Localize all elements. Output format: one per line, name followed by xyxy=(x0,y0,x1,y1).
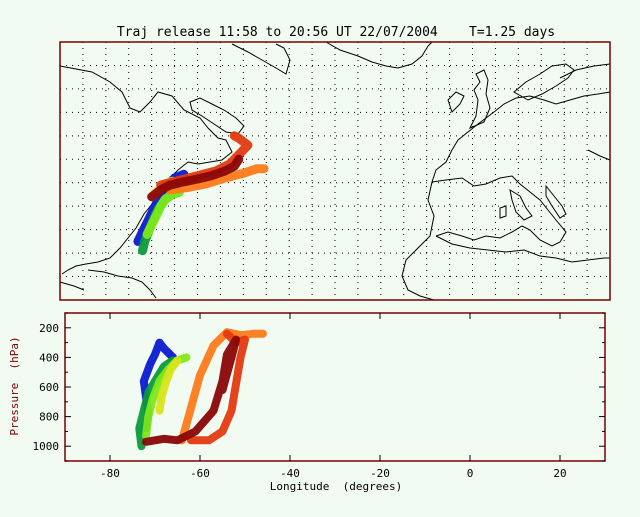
coastline xyxy=(325,41,433,69)
y-axis-label: Pressure (hPa) xyxy=(8,336,21,435)
pressure-axis: 200 400 600 800 1000 xyxy=(33,312,605,462)
map-trajectory xyxy=(147,154,244,202)
coastline xyxy=(587,149,611,161)
coastline xyxy=(431,91,611,183)
coastline xyxy=(401,181,435,301)
y-tick-label: 600 xyxy=(39,381,59,394)
map-frame xyxy=(59,41,611,301)
coastline xyxy=(545,184,567,219)
x-tick-label: 0 xyxy=(467,467,474,480)
cross-section-trajectory xyxy=(142,335,240,446)
map-grid xyxy=(60,42,610,300)
coastline xyxy=(559,63,611,79)
coastline xyxy=(435,235,610,263)
coastlines xyxy=(59,41,611,301)
y-tick-label: 400 xyxy=(39,351,59,364)
map-trajectories xyxy=(133,131,269,256)
map-trajectory xyxy=(165,164,269,195)
x-tick-label: -80 xyxy=(100,467,120,480)
x-axis-label: Longitude (degrees) xyxy=(270,480,402,493)
x-tick-label: 20 xyxy=(553,467,566,480)
coastline xyxy=(87,269,157,299)
y-tick-label: 800 xyxy=(39,411,59,424)
chart-title: Traj release 11:58 to 20:56 UT 22/07/200… xyxy=(117,25,555,40)
x-tick-label: -20 xyxy=(370,467,390,480)
coastline xyxy=(431,175,567,247)
coastline xyxy=(509,188,533,221)
coastline xyxy=(447,91,465,113)
cross-section-panel: 200 400 600 800 1000 -80 -60 -40 -20 0 20 Longitu… xyxy=(8,312,606,493)
y-tick-label: 1000 xyxy=(33,440,60,453)
coastline xyxy=(59,281,85,291)
y-tick-label: 200 xyxy=(39,322,59,335)
x-tick-label: -60 xyxy=(190,467,210,480)
cross-section-trajectories xyxy=(135,328,267,451)
coastline xyxy=(231,43,291,75)
cross-section-trajectory xyxy=(178,328,267,445)
coastline xyxy=(499,205,507,219)
coastline xyxy=(189,97,245,135)
coastline xyxy=(513,63,575,101)
longitude-axis: -80 -60 -40 -20 0 20 xyxy=(100,313,567,480)
cross-section-trajectory xyxy=(155,356,182,415)
cross-section-trajectory xyxy=(135,356,177,451)
x-tick-label: -40 xyxy=(280,467,300,480)
coastline xyxy=(468,69,491,129)
map-panel xyxy=(59,41,611,301)
coastline xyxy=(59,65,233,275)
map-trajectory xyxy=(142,187,184,239)
